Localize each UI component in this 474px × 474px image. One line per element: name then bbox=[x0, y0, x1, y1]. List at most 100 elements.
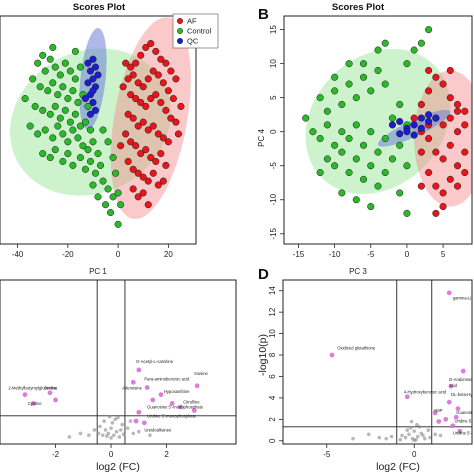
panel-a-point-qc bbox=[86, 67, 95, 75]
panel-a-point-control bbox=[117, 201, 125, 209]
panel-c-significant-point bbox=[53, 397, 58, 403]
panel-a-point-af bbox=[159, 177, 167, 185]
panel-a-point-control bbox=[74, 134, 82, 142]
panel-a-point-control bbox=[101, 201, 110, 209]
panel-d-significant-point bbox=[329, 352, 335, 358]
panel-a-point-control bbox=[46, 110, 54, 118]
panel-b-point-af bbox=[432, 73, 440, 81]
panel-a-point-af bbox=[159, 134, 167, 142]
panel-a-x-tick-label: -40 bbox=[12, 250, 24, 259]
panel-b-point-control bbox=[381, 168, 389, 177]
panel-a-point-control bbox=[112, 169, 120, 177]
panel-d-plot-area: gamma-Linolenic acid Oxidized glutathione… bbox=[268, 279, 473, 459]
panel-c-nonsignificant-point bbox=[131, 431, 136, 436]
panel-c-nonsignificant-point bbox=[67, 435, 72, 439]
legend-swatch-control bbox=[176, 28, 183, 35]
panel-a-point-af bbox=[177, 102, 185, 110]
panel-d-x-tick-label: 0 bbox=[412, 450, 417, 459]
panel-b-x-axis-label: PC 3 bbox=[349, 267, 367, 276]
panel-a-point-control bbox=[51, 63, 59, 71]
panel-b-point-control bbox=[352, 196, 360, 204]
panel-b-point-control bbox=[345, 60, 353, 68]
panel-a-point-af bbox=[149, 122, 157, 130]
panel-a-point-qc bbox=[89, 87, 97, 95]
panel-a-point-af bbox=[144, 75, 152, 83]
panel-c-x-axis-label: log2 (FC) bbox=[96, 461, 140, 473]
panel-a-point-control bbox=[44, 87, 52, 95]
panel-d-nonsignificant-point bbox=[415, 434, 420, 439]
panel-b-point-af bbox=[453, 128, 462, 136]
panel-c-x-tick-label: 0 bbox=[109, 450, 114, 459]
panel-a-point-control bbox=[96, 161, 105, 169]
panel-a-point-af bbox=[144, 201, 152, 209]
panel-c-significant-point bbox=[194, 383, 200, 389]
panel-b-point-control bbox=[367, 128, 375, 136]
panel-a-point-af bbox=[152, 157, 160, 165]
panel-a-point-control bbox=[26, 122, 34, 130]
panel-c-significant-point bbox=[144, 385, 150, 390]
panel-b-point-control bbox=[338, 148, 346, 156]
panel-b-point-control bbox=[331, 141, 339, 149]
panel-a-point-control bbox=[49, 79, 57, 87]
panel-b-point-af bbox=[439, 203, 447, 211]
panel-a-point-control bbox=[59, 130, 67, 138]
panel-c-metabolite-label: Guanosine 5'-monophosphate bbox=[147, 405, 204, 410]
panel-b-point-af bbox=[461, 168, 469, 177]
panel-b-x-tick-label: -5 bbox=[367, 250, 375, 259]
panel-a-point-control bbox=[39, 106, 47, 114]
panel-b-data-layer bbox=[302, 26, 472, 217]
panel-b-point-af bbox=[453, 162, 462, 170]
panel-b-point-qc bbox=[396, 117, 404, 126]
panel-b-point-control bbox=[374, 148, 382, 156]
panel-c-nonsignificant-point bbox=[112, 433, 116, 437]
panel-d-significant-point bbox=[455, 406, 461, 412]
panel-a-point-af bbox=[132, 59, 140, 67]
panel-d-nonsignificant-point bbox=[412, 438, 417, 443]
panel-c-x-tick-label: -2 bbox=[52, 450, 60, 459]
panel-a-point-control bbox=[39, 51, 47, 59]
panel-a-point-control bbox=[89, 181, 97, 189]
panel-b-point-control bbox=[425, 26, 433, 34]
panel-b-scores-plot: B Scores Plot -15 -10 -5 0 5 -15 -10 -5 0 5 10 15 P… bbox=[257, 2, 473, 276]
panel-a-point-af bbox=[127, 63, 135, 71]
panel-c-nonsignificant-point bbox=[105, 434, 109, 438]
panel-b-title: Scores Plot bbox=[332, 2, 385, 13]
panel-b-point-qc bbox=[417, 114, 425, 122]
panel-b-point-control bbox=[338, 100, 346, 109]
panel-a-point-qc bbox=[84, 59, 92, 67]
panel-a-point-af bbox=[142, 43, 150, 51]
panel-d-significant-point bbox=[436, 419, 442, 424]
panel-b-point-qc bbox=[396, 130, 404, 138]
panel-a-point-control bbox=[94, 193, 102, 201]
panel-b-point-af bbox=[439, 121, 447, 129]
panel-a-point-af bbox=[134, 79, 142, 87]
panel-c-nonsignificant-point bbox=[114, 429, 119, 434]
panel-a-point-control bbox=[109, 153, 117, 162]
panel-b-point-control bbox=[323, 121, 331, 129]
panel-a-point-control bbox=[104, 185, 112, 193]
panel-a-point-af bbox=[152, 91, 160, 99]
panel-d-nonsignificant-point bbox=[408, 426, 413, 430]
panel-b-point-control bbox=[417, 39, 425, 47]
panel-a-point-control bbox=[34, 130, 42, 138]
panel-b-point-control bbox=[302, 114, 310, 122]
panel-a-point-af bbox=[159, 79, 167, 87]
panel-a-point-af bbox=[157, 55, 165, 63]
panel-a-point-control bbox=[59, 83, 67, 91]
panel-d-nonsignificant-point bbox=[412, 429, 417, 433]
panel-c-metabolite-label: Citrulline bbox=[183, 399, 200, 404]
panel-a-point-af bbox=[132, 95, 140, 103]
panel-c-nonsignificant-point bbox=[103, 428, 108, 432]
panel-b-point-control bbox=[403, 209, 411, 217]
panel-b-confidence-ellipse-control bbox=[305, 49, 451, 194]
panel-d-plot-frame bbox=[282, 279, 473, 445]
panel-a-title: Scores Plot bbox=[73, 2, 126, 13]
panel-a-point-control bbox=[99, 126, 107, 134]
panel-a-point-control bbox=[61, 106, 69, 114]
panel-d-y-tick-label: 0 bbox=[268, 438, 277, 443]
panel-a-point-af bbox=[132, 142, 140, 150]
panel-a-point-af bbox=[139, 118, 147, 126]
panel-d-x-tick-label: -5 bbox=[323, 450, 331, 459]
panel-a-point-af bbox=[157, 150, 165, 158]
